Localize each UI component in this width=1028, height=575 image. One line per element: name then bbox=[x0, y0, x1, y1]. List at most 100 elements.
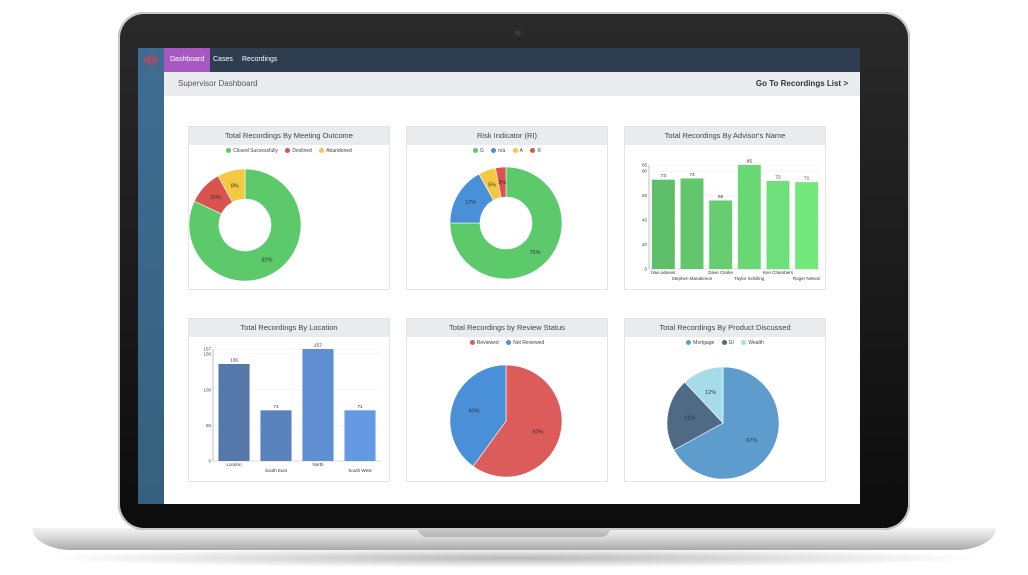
legend-dot-icon bbox=[512, 148, 518, 153]
y-tick-label: 150 bbox=[203, 352, 211, 357]
bar-value-label: 71 bbox=[273, 404, 279, 410]
legend-item[interactable]: Reviewed bbox=[469, 340, 499, 346]
pie-slice bbox=[495, 166, 507, 198]
chart-title: Total Recordings By Product Discussed bbox=[625, 319, 825, 337]
laptop-base bbox=[32, 528, 996, 550]
chart-legend: Reviewed Not Reviewed bbox=[407, 340, 607, 346]
legend-item[interactable]: Closed Successfully bbox=[226, 148, 278, 154]
tab-dashboard[interactable]: Dashboard bbox=[164, 48, 211, 72]
product-discussed-chart: 67% 21% 12% bbox=[666, 366, 780, 480]
legend-item[interactable]: Declined bbox=[285, 148, 312, 154]
product-discussed-card: Total Recordings By Product Discussed Mo… bbox=[624, 318, 826, 482]
meeting-outcome-chart: 82% 10% 8% bbox=[189, 168, 302, 282]
bar bbox=[651, 179, 675, 269]
dashboard-content: Total Recordings By Meeting Outcome Clos… bbox=[164, 96, 860, 504]
bar bbox=[766, 180, 790, 269]
legend-item[interactable]: Mortgage bbox=[686, 340, 714, 346]
legend-label: Abandoned bbox=[326, 148, 352, 154]
chart-title: Total Recordings By Meeting Outcome bbox=[189, 127, 389, 145]
risk-indicator-chart: 75% 17% 5% 3% bbox=[449, 166, 563, 280]
bar-value-label: 71 bbox=[804, 176, 810, 182]
chart-title: Total Recordings by Review Status bbox=[407, 319, 607, 337]
legend-dot-icon bbox=[721, 340, 727, 345]
chart-title: Risk Indicator (RI) bbox=[407, 127, 607, 145]
x-tick-label: Stephen Manderson bbox=[672, 276, 713, 281]
legend-item[interactable]: R bbox=[530, 148, 541, 154]
legend-label: G bbox=[480, 148, 484, 154]
bar-value-label: 74 bbox=[689, 172, 695, 178]
legend-dot-icon bbox=[686, 340, 692, 345]
x-tick-label: Taylor Schilling bbox=[734, 276, 765, 281]
tab-cases[interactable]: Cases bbox=[213, 56, 233, 63]
legend-label: GI bbox=[728, 340, 734, 346]
legend-item[interactable]: GI bbox=[721, 340, 734, 346]
chart-legend: Closed Successfully Declined Abandoned bbox=[189, 148, 389, 154]
bar-value-label: 85 bbox=[747, 159, 753, 165]
x-tick-label: blue.adviser bbox=[651, 270, 676, 275]
pie-slice bbox=[472, 364, 563, 478]
go-to-recordings-link[interactable]: Go To Recordings List > bbox=[755, 79, 848, 88]
legend-dot-icon bbox=[285, 148, 291, 153]
bar bbox=[260, 410, 292, 461]
slice-label: 40% bbox=[469, 409, 480, 415]
slice-label: 10% bbox=[210, 195, 221, 201]
y-tick-label: 0 bbox=[208, 459, 211, 464]
pie-slice bbox=[684, 366, 724, 424]
chart-title: Total Recordings By Location bbox=[189, 319, 389, 337]
legend-label: Closed Successfully bbox=[233, 148, 278, 154]
slice-label: 75% bbox=[529, 250, 540, 256]
legend-label: Declined bbox=[292, 148, 312, 154]
bar-value-label: 56 bbox=[718, 194, 724, 200]
legend-dot-icon bbox=[469, 340, 475, 345]
bar bbox=[302, 349, 334, 461]
legend-dot-icon bbox=[741, 340, 747, 345]
webcam-icon bbox=[515, 30, 521, 36]
pie-slice bbox=[217, 168, 246, 203]
advisor-name-card: Total Recordings By Advisor's Name 0 20 40… bbox=[624, 126, 826, 290]
bar-value-label: 72 bbox=[775, 174, 781, 180]
legend-item[interactable]: A bbox=[512, 148, 523, 154]
bar bbox=[680, 178, 704, 269]
legend-label: Mortgage bbox=[693, 340, 715, 346]
legend-dot-icon bbox=[226, 148, 232, 153]
legend-label: A bbox=[519, 148, 523, 154]
slice-label: 5% bbox=[488, 182, 496, 188]
x-tick-label: North bbox=[312, 462, 324, 467]
y-tick-label: 60 bbox=[642, 193, 648, 198]
x-tick-label: Dave Clarke bbox=[708, 270, 733, 275]
slice-label: 21% bbox=[684, 416, 695, 422]
x-tick-label: South East bbox=[265, 468, 288, 473]
x-tick-label: Ken Chambers bbox=[763, 270, 794, 275]
waveform-logo-icon[interactable] bbox=[138, 48, 164, 72]
meeting-outcome-card: Total Recordings By Meeting Outcome Clos… bbox=[188, 126, 390, 290]
chart-legend: Mortgage GI Wealth bbox=[625, 340, 825, 346]
bar bbox=[218, 363, 250, 461]
app-screen: Dashboard Cases Recordings Supervisor Da… bbox=[138, 48, 860, 504]
legend-item[interactable]: Abandoned bbox=[319, 148, 352, 154]
legend-item[interactable]: Wealth bbox=[741, 340, 764, 346]
pie-slice bbox=[673, 366, 780, 480]
legend-dot-icon bbox=[506, 340, 512, 345]
top-nav-bar: Dashboard Cases Recordings bbox=[138, 48, 860, 72]
bar bbox=[344, 410, 376, 461]
legend-label: Not Reviewed bbox=[513, 340, 545, 346]
legend-label: n/a bbox=[498, 148, 506, 154]
laptop-shadow bbox=[40, 548, 988, 568]
legend-dot-icon bbox=[319, 148, 325, 153]
page-header-bar: Supervisor Dashboard Go To Recordings Li… bbox=[164, 72, 860, 96]
legend-item[interactable]: G bbox=[473, 148, 484, 154]
legend-dot-icon bbox=[473, 148, 478, 153]
page-title: Supervisor Dashboard bbox=[178, 79, 258, 88]
y-tick-label: 40 bbox=[642, 218, 648, 223]
slice-label: 60% bbox=[532, 429, 543, 435]
slice-label: 67% bbox=[746, 438, 757, 444]
legend-item[interactable]: n/a bbox=[491, 148, 505, 154]
legend-dot-icon bbox=[491, 148, 497, 153]
legend-label: Reviewed bbox=[476, 340, 499, 346]
legend-item[interactable]: Not Reviewed bbox=[506, 340, 544, 346]
tab-recordings[interactable]: Recordings bbox=[242, 56, 278, 63]
legend-label: Wealth bbox=[748, 340, 764, 346]
pie-slice bbox=[449, 166, 563, 280]
